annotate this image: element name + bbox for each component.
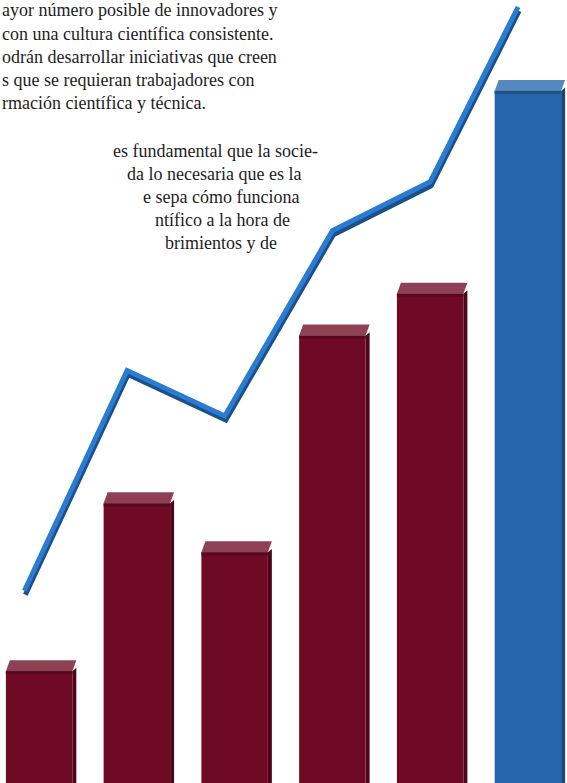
text-line: odrán desarrollar iniciativas que creen	[2, 47, 277, 67]
text-line: ayor número posible de innovadores y	[2, 0, 277, 20]
bar-edge	[495, 91, 561, 94]
chart: ayor número posible de innovadores y con …	[0, 0, 567, 783]
bar-edge	[104, 503, 170, 506]
bar-edge	[6, 671, 72, 674]
bar-top	[299, 325, 369, 336]
bar	[104, 503, 170, 783]
bar-group	[104, 492, 174, 783]
bar-side	[268, 549, 272, 783]
bar-top	[397, 283, 467, 294]
text-line: ntífico a la hora de	[155, 210, 290, 230]
text-line: e sepa cómo funciona	[143, 187, 299, 207]
bar-side	[72, 668, 76, 783]
bar-group	[299, 325, 369, 783]
text-line: con una cultura científica consistente.	[2, 24, 273, 44]
bar-group	[6, 660, 76, 783]
text-block: ayor número posible de innovadores y con …	[2, 0, 318, 253]
text-line: s que se requieran trabajadores con	[2, 70, 254, 90]
bar-top	[104, 492, 174, 503]
text-line: da lo necesaria que es la	[127, 164, 301, 184]
bar-side	[561, 88, 565, 783]
bar	[495, 91, 561, 783]
text-line: rmación científica y técnica.	[2, 93, 206, 113]
page: ayor número posible de innovadores y con …	[0, 0, 567, 783]
plot-area	[6, 7, 565, 783]
text-line: es fundamental que la socie-	[113, 141, 318, 161]
bar	[299, 336, 365, 783]
bar-top	[201, 541, 271, 552]
bar-group	[495, 80, 565, 783]
bar-group	[201, 541, 271, 783]
bar	[397, 294, 463, 783]
bar-group	[397, 283, 467, 783]
bar-edge	[201, 552, 267, 555]
bar-edge	[397, 294, 463, 297]
bar-top	[495, 80, 565, 91]
bar-side	[463, 290, 467, 783]
text-line: brimientos y de	[165, 233, 277, 253]
bar-side	[170, 500, 174, 783]
bar-top	[6, 660, 76, 671]
bar	[201, 552, 267, 783]
bar-side	[366, 332, 370, 783]
bar-edge	[299, 336, 365, 339]
bar	[6, 671, 72, 783]
